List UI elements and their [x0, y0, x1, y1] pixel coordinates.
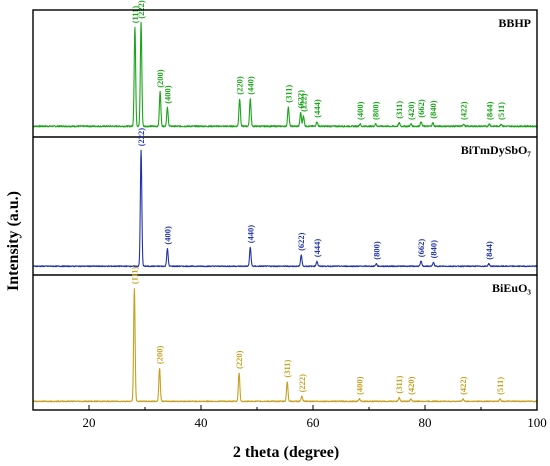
- peak-label: (400): [355, 376, 365, 395]
- panel-name-1: BBHP: [498, 16, 531, 30]
- panel-name-3: BiEuO₃: [492, 281, 531, 295]
- pattern-line-3: [32, 288, 538, 403]
- y-axis-label: Intensity (a.u.): [5, 191, 22, 291]
- peak-label: (844): [484, 241, 494, 260]
- peak-label: (111): [129, 266, 139, 284]
- peak-label: (511): [495, 377, 505, 395]
- plot-frame: [32, 9, 538, 411]
- peak-label: (220): [235, 76, 245, 95]
- peak-label: (400): [162, 226, 172, 245]
- x-tick-label: 40: [195, 415, 208, 430]
- peak-label: (422): [458, 376, 468, 395]
- peak-label: (662): [416, 99, 426, 118]
- chart-panels: (111)(222)(200)(400) (220) (440) (311) (622)…: [32, 0, 538, 403]
- peak-label: (420): [406, 376, 416, 395]
- x-axis-label: 2 theta (degree): [233, 444, 339, 461]
- peak-label: (222): [299, 93, 309, 112]
- peak-label: (311): [283, 85, 293, 103]
- peak-label: (400): [355, 101, 365, 120]
- peak-label: (400): [162, 85, 172, 104]
- peak-label: (311): [394, 101, 404, 119]
- x-tick-label: 100: [527, 415, 547, 430]
- x-axis: 20 40 60 80 100: [32, 9, 547, 430]
- peak-label: (311): [394, 375, 404, 393]
- peak-label: (840): [428, 240, 438, 259]
- peak-label: (222): [297, 374, 307, 393]
- peak-label: (844): [484, 101, 494, 120]
- peak-label: (440): [245, 225, 255, 244]
- x-tick-label: 20: [83, 415, 96, 430]
- peak-label: (420): [406, 101, 416, 120]
- peak-label: (222): [136, 128, 146, 147]
- peak-label: (200): [155, 346, 165, 365]
- peak-label: (422): [459, 101, 469, 120]
- panel-name-2: BiTmDySbO₇: [461, 143, 532, 157]
- peak-label: (662): [416, 239, 426, 258]
- panel-2: (222) (400) (440) (622) (444) (800) (662) (840)…: [32, 128, 538, 276]
- pattern-line-2: [32, 149, 538, 268]
- peak-label: (220): [234, 350, 244, 369]
- peak-label: (622): [296, 232, 306, 251]
- peak-label: (444): [312, 99, 322, 118]
- panel-3: (111)(200) (220) (311)(222) (400) (311) (420)…: [32, 266, 538, 403]
- peak-label: (622): [296, 90, 306, 109]
- peak-label: (800): [371, 241, 381, 260]
- peak-label: (444): [312, 239, 322, 258]
- peak-label: (200): [155, 69, 165, 88]
- peak-label: (800): [371, 101, 381, 120]
- x-tick-label: 60: [307, 415, 320, 430]
- peak-label: (440): [245, 76, 255, 95]
- x-tick-label: 80: [419, 415, 432, 430]
- peak-label: (511): [496, 102, 506, 120]
- pattern-line-1: [32, 21, 538, 128]
- peak-label: (111): [130, 6, 140, 24]
- peak-label: (311): [282, 359, 292, 377]
- peak-label: (840): [428, 100, 438, 119]
- panel-1: (111)(222)(200)(400) (220) (440) (311) (622)…: [32, 0, 538, 138]
